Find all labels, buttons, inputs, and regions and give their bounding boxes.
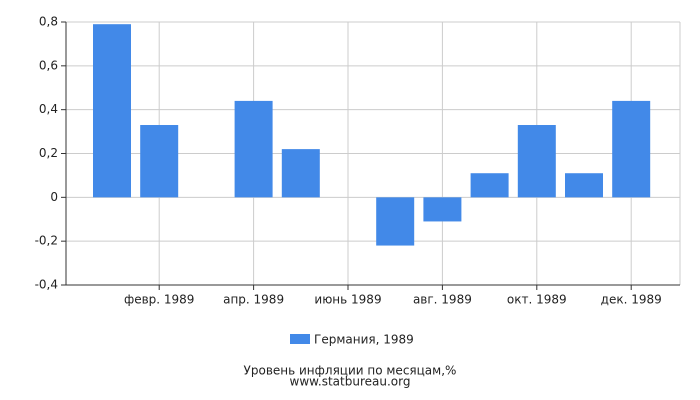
bar bbox=[565, 173, 603, 198]
x-tick-label: апр. 1989 bbox=[223, 293, 284, 307]
x-tick-label: авг. 1989 bbox=[413, 293, 472, 307]
bar bbox=[281, 149, 320, 198]
y-tick-label: -0,2 bbox=[35, 234, 58, 248]
y-tick-label: 0,8 bbox=[39, 15, 58, 29]
bar bbox=[470, 173, 509, 198]
x-tick-label: февр. 1989 bbox=[124, 293, 195, 307]
bar bbox=[423, 197, 462, 222]
y-tick-label: 0 bbox=[50, 190, 58, 204]
x-tick-label: окт. 1989 bbox=[507, 293, 567, 307]
x-tick-label: дек. 1989 bbox=[601, 293, 662, 307]
bar bbox=[376, 197, 415, 246]
y-tick-label: 0,4 bbox=[39, 102, 58, 116]
bar bbox=[93, 24, 131, 198]
y-tick-label: -0,4 bbox=[35, 278, 58, 292]
bar bbox=[140, 125, 179, 198]
bar bbox=[234, 100, 273, 198]
x-tick-label: июнь 1989 bbox=[314, 293, 381, 307]
legend-label: Германия, 1989 bbox=[314, 333, 414, 347]
y-tick-label: 0,6 bbox=[39, 58, 58, 72]
chart-title: Уровень инфляции по месяцам,% bbox=[244, 364, 457, 378]
bar bbox=[517, 125, 556, 198]
bar bbox=[612, 100, 651, 198]
y-tick-label: 0,2 bbox=[39, 146, 58, 160]
source: www.statbureau.org bbox=[290, 375, 411, 389]
legend-swatch bbox=[290, 334, 310, 344]
